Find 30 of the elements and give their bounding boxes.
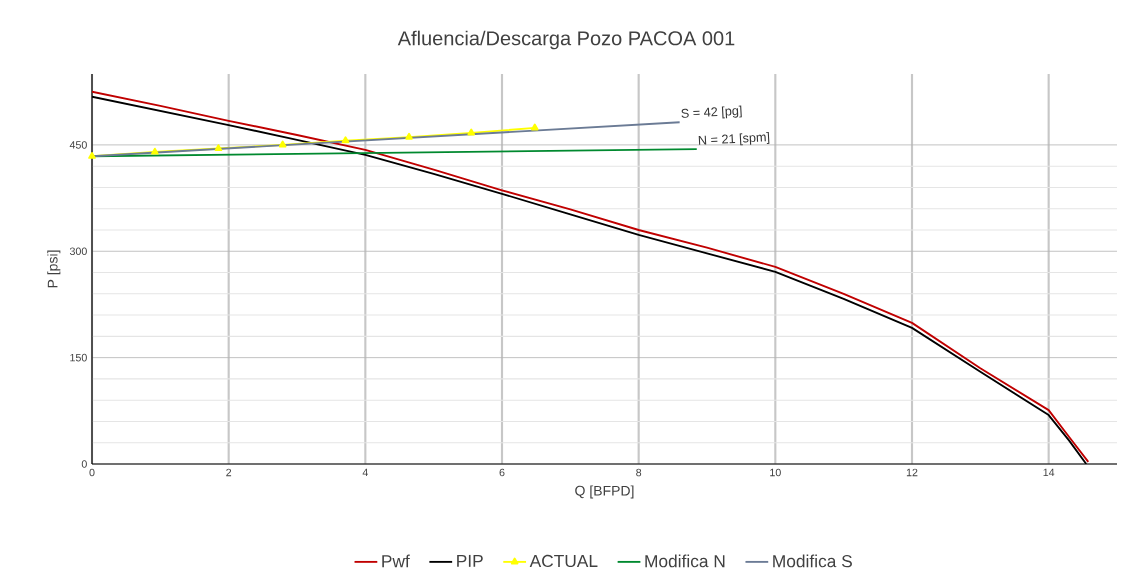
chart-title: Afluencia/Descarga Pozo PACOA 001 [397,30,735,50]
point [88,151,96,159]
x-tick-label: 12 [906,468,918,477]
x-tick-label: 2 [226,468,232,477]
y-tick-label: 300 [69,247,87,256]
y-axis-title: P [psi] [47,250,61,288]
legend-label: PIP [457,554,483,567]
annotation: S = 42 [pg] [681,105,742,119]
point [278,140,287,148]
legend-label: Modifica N [645,554,725,568]
legend-label: Pwf [382,554,410,568]
point [214,144,223,152]
x-tick-label: 4 [362,468,368,477]
x-tick-label: 6 [499,468,505,477]
y-tick-label: 450 [69,141,87,149]
point [405,132,413,140]
x-tick-label: 0 [89,468,95,477]
legend-label: ACTUAL [529,554,598,568]
legend-label: Modifica S [773,554,852,568]
annotation: N = 21 [spm] [698,131,770,146]
y-tick-label: 150 [70,353,87,362]
point [467,128,476,136]
point [341,136,350,144]
x-axis-title: Q [BFPD] [575,485,634,499]
x-tick-label: 8 [636,468,642,477]
x-tick-label: 10 [770,468,781,477]
point [151,147,159,155]
y-tick-label: 0 [81,460,87,468]
x-tick-label: 14 [1043,468,1055,477]
point [530,123,539,131]
